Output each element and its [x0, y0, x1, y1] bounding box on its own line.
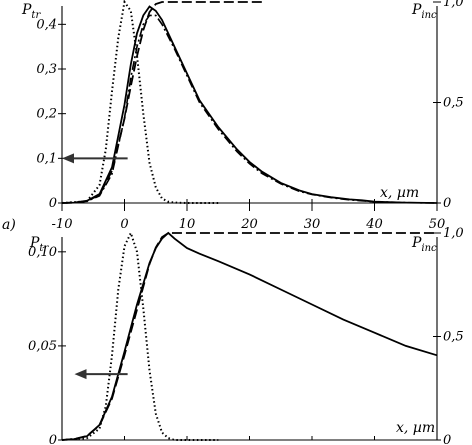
panel-b-chart: 0 0,05 0,10 0 0,5 1,0 Ptr Pinc x, µm [28, 226, 464, 445]
series-dash-dot-line [61, 14, 438, 204]
series-dotted-line [61, 0, 219, 204]
y-right-tick-label: 0 [443, 433, 451, 445]
y-right-tick-label: 1,0 [443, 0, 464, 10]
y-left-tick-label: 0,1 [36, 151, 57, 166]
x-tick-label: 50 [429, 217, 446, 232]
y-right-tick-label: 0,5 [443, 330, 464, 345]
y-right-tick-label: 1,0 [443, 226, 464, 241]
y-right-tick-label: 0,5 [443, 96, 464, 111]
series-dashed-line [61, 232, 437, 441]
x-axis-label: x, µm [396, 420, 435, 436]
series-solid-line [61, 5, 438, 204]
y-left-tick-label: 0,10 [28, 245, 57, 260]
panel-a-chart: -10 0 10 20 30 40 50 0 0,1 0,2 0,3 0,4 0 0,5 1,0 Ptr Pin… [21, 0, 464, 232]
y-left-tick-label: 0,3 [36, 62, 57, 77]
panel-a-label: a) [2, 217, 16, 233]
y-left-tick-label: 0,4 [36, 17, 57, 32]
series-dashed-line [61, 1, 262, 204]
y-left-tick-label: 0,05 [28, 339, 57, 354]
y-right-label: Pinc [411, 2, 437, 21]
y-left-label: Ptr [21, 2, 41, 21]
y-left-tick-label: 0 [49, 433, 57, 445]
y-left-tick-label: 0 [49, 196, 57, 211]
x-tick-label: 10 [179, 217, 196, 232]
y-left-label: Ptr [29, 235, 49, 254]
x-tick-label: 30 [304, 217, 321, 232]
y-right-label: Pinc [411, 235, 437, 254]
left-axis-arrow [74, 369, 128, 380]
series-solid-line [61, 231, 438, 441]
x-tick-label: 0 [120, 217, 128, 232]
x-tick-label: 20 [240, 217, 258, 232]
x-tick-label: -10 [52, 217, 73, 232]
y-left-tick-label: 0,2 [36, 107, 57, 122]
x-tick-label: 40 [365, 217, 383, 232]
x-axis-label: x, µm [380, 185, 419, 201]
series-dotted-line [61, 230, 219, 441]
y-right-tick-label: 0 [443, 196, 451, 211]
left-axis-arrow [62, 153, 128, 164]
